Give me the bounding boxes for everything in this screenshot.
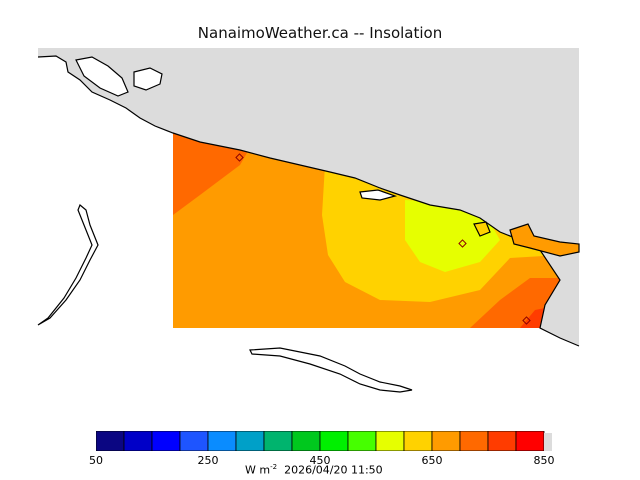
colorbar-swatch-5: [235, 431, 265, 451]
colorbar-swatch-6: [263, 431, 293, 451]
colorbar-swatch-12: [431, 431, 461, 451]
station-east: [458, 239, 467, 248]
colorbar-swatch-3: [179, 431, 209, 451]
colorbar-tick-2: 450: [309, 454, 331, 467]
colorbar-swatch-8: [319, 431, 349, 451]
station-southeast: [522, 316, 531, 325]
map-title: NanaimoWeather.ca -- Insolation: [197, 24, 443, 42]
colorbar-swatch-4: [207, 431, 237, 451]
colorbar-swatch-0: [96, 431, 125, 451]
colorbar-swatch-1: [123, 431, 153, 451]
station-north: [235, 153, 244, 162]
colorbar-swatch-2: [151, 431, 181, 451]
colorbar-tick-1: 250: [197, 454, 219, 467]
coastlines: [37, 55, 580, 393]
colorbar-swatch-10: [375, 431, 405, 451]
colorbar-swatch-7: [291, 431, 321, 451]
sea-west: [38, 48, 173, 348]
sea-south: [173, 328, 579, 348]
colorbar-swatch-15: [515, 431, 545, 451]
colorbar-swatch-11: [403, 431, 433, 451]
colorbar-swatch-13: [459, 431, 489, 451]
colorbar-shadow: [544, 433, 552, 451]
colorbar-tick-3: 650: [421, 454, 443, 467]
units-exponent: -2: [270, 463, 278, 471]
units-timestamp: W m-2 2026/04/20 11:50: [245, 463, 383, 477]
colorbar-tick-0: 50: [89, 454, 103, 467]
colorbar-swatch-9: [347, 431, 377, 451]
units-prefix: W m: [245, 463, 271, 477]
colorbar: [96, 431, 552, 451]
stations: [235, 153, 531, 325]
timestamp: 2026/04/20 11:50: [284, 463, 383, 477]
colorbar-tick-4: 850: [533, 454, 555, 467]
colorbar-swatch-14: [487, 431, 517, 451]
